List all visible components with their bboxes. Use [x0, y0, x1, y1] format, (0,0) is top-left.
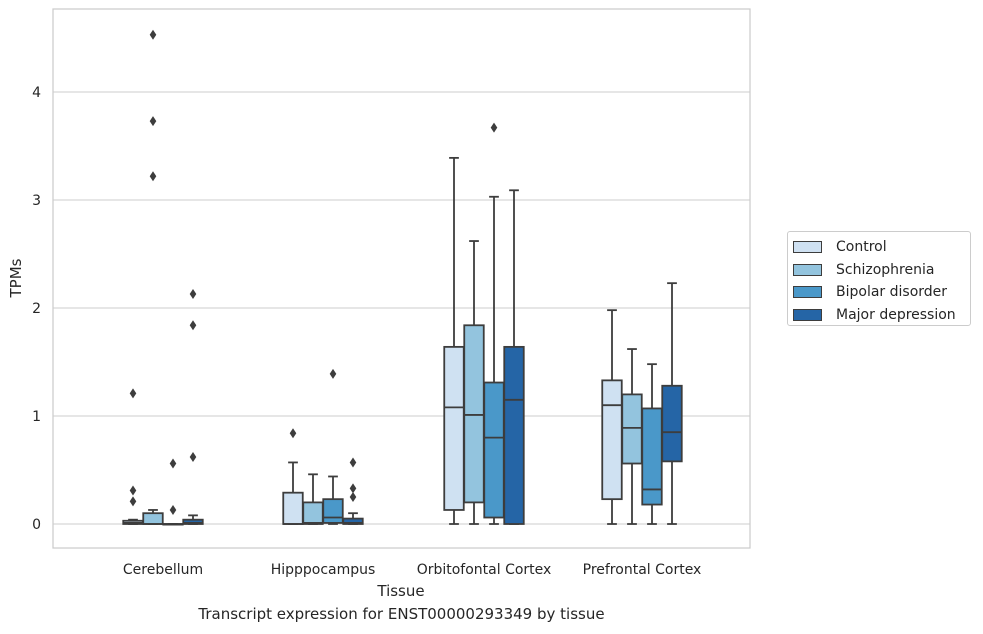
box-bipolar-disorder — [162, 458, 184, 526]
box-schizophrenia — [142, 29, 164, 525]
legend-swatch — [793, 308, 822, 321]
box-major-depression — [661, 282, 683, 525]
box-control — [282, 428, 304, 525]
outlier-point — [349, 457, 357, 468]
outlier-point — [149, 116, 157, 127]
legend-swatch — [793, 241, 822, 254]
legend: Control Schizophrenia Bipolar disorder Majo… — [787, 231, 971, 326]
outlier-point — [349, 483, 357, 494]
box-iqr — [282, 491, 304, 525]
box-schizophrenia — [463, 240, 485, 525]
box-iqr — [661, 384, 683, 463]
outlier-point — [329, 368, 337, 379]
legend-item: Control — [793, 236, 970, 259]
outlier-point — [169, 458, 177, 469]
legend-label: Control — [836, 239, 887, 256]
y-tick-label: 2 — [32, 301, 41, 317]
box-iqr — [463, 324, 485, 504]
legend-label: Schizophrenia — [836, 261, 935, 278]
legend-swatch — [793, 286, 822, 299]
box-control — [122, 388, 144, 525]
outlier-point — [129, 485, 137, 496]
box-iqr — [322, 498, 344, 524]
legend-item: Bipolar disorder — [793, 281, 970, 304]
box-iqr — [342, 517, 364, 525]
box-iqr — [443, 345, 465, 511]
plot-frame — [52, 8, 751, 549]
outlier-point — [289, 428, 297, 439]
boxes — [122, 29, 683, 526]
x-tick-labels: Cerebellum Hipppocampus Orbitofontal Corte… — [123, 562, 701, 578]
outlier-point — [129, 388, 137, 399]
y-axis-title: TPMs — [7, 258, 25, 298]
box-schizophrenia — [621, 348, 643, 525]
x-tick-label: Prefrontal Cortex — [583, 562, 702, 578]
y-tick-label: 4 — [32, 85, 41, 101]
outlier-point — [149, 29, 157, 40]
box-major-depression — [342, 457, 364, 525]
y-tick-labels: 0 1 2 3 4 — [32, 85, 41, 533]
box-major-depression — [182, 288, 204, 525]
outlier-point — [349, 492, 357, 502]
box-iqr — [302, 501, 324, 525]
outlier-point — [189, 320, 197, 331]
legend-item: Major depression — [793, 304, 970, 327]
outlier-point — [189, 452, 197, 463]
outlier-point — [149, 171, 157, 182]
x-axis-title: Tissue — [376, 582, 424, 600]
legend-label: Bipolar disorder — [836, 284, 948, 301]
box-iqr — [182, 518, 204, 525]
chart-caption: Transcript expression for ENST0000029334… — [198, 605, 605, 623]
box-iqr — [142, 512, 164, 525]
box-control — [443, 156, 465, 525]
legend-label: Major depression — [836, 306, 956, 323]
outlier-point — [189, 288, 197, 299]
box-major-depression — [503, 189, 525, 525]
legend-swatch — [793, 263, 822, 276]
box-schizophrenia — [302, 473, 324, 525]
x-tick-label: Cerebellum — [123, 562, 203, 578]
y-tick-label: 3 — [32, 193, 41, 209]
legend-item: Schizophrenia — [793, 259, 970, 282]
box-bipolar-disorder — [641, 363, 663, 525]
box-iqr — [621, 393, 643, 465]
x-tick-label: Hipppocampus — [271, 562, 376, 578]
box-bipolar-disorder — [483, 122, 505, 525]
y-tick-label: 0 — [32, 517, 41, 533]
y-tick-label: 1 — [32, 409, 41, 425]
box-iqr — [601, 379, 623, 501]
box-iqr — [483, 381, 505, 519]
outlier-point — [490, 122, 498, 133]
x-tick-label: Orbitofontal Cortex — [417, 562, 552, 578]
outlier-point — [169, 504, 177, 515]
box-bipolar-disorder — [322, 368, 344, 525]
box-iqr — [503, 345, 525, 525]
outlier-point — [129, 496, 137, 507]
box-control — [601, 309, 623, 525]
